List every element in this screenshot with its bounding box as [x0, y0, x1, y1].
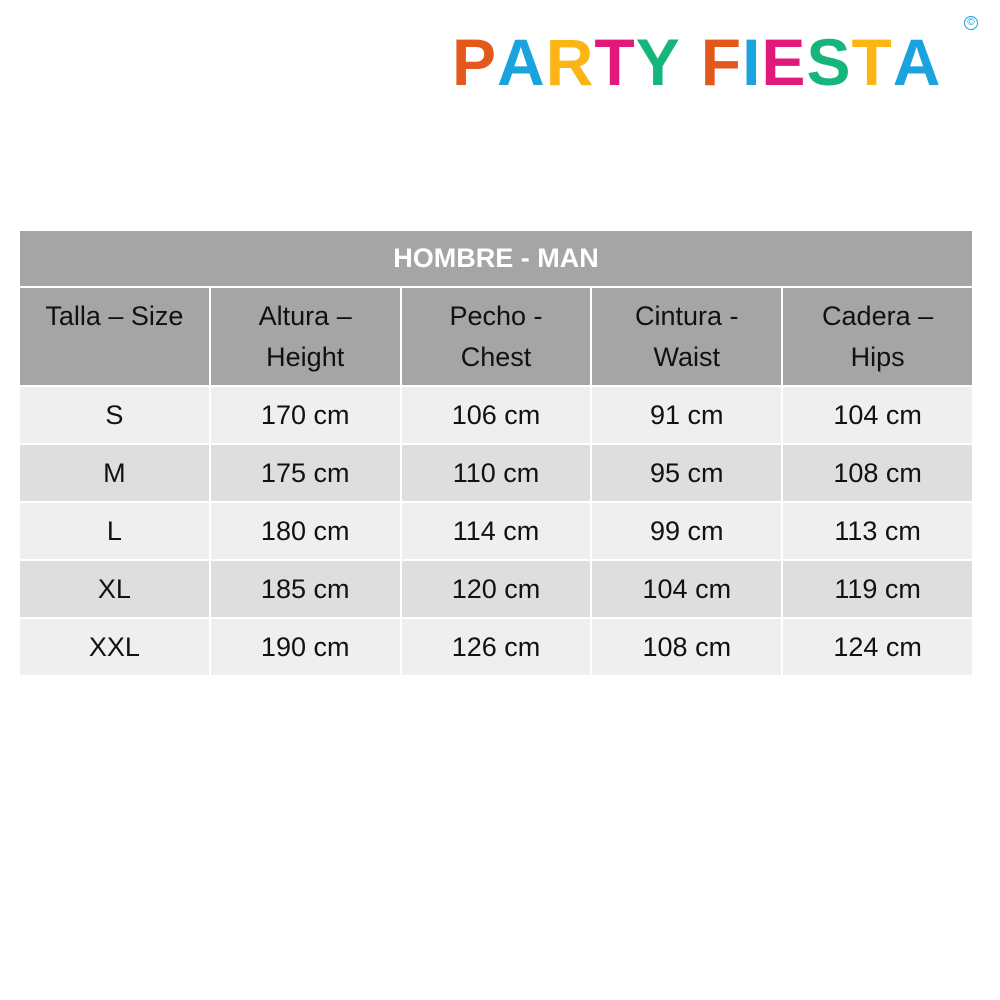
cell-height: 175 cm [210, 445, 400, 501]
logo-letter: P [452, 25, 497, 99]
cell-size: M [20, 445, 209, 501]
header-line: Altura – [258, 301, 352, 331]
cell-waist: 91 cm [592, 387, 782, 443]
logo-letter: T [594, 25, 635, 99]
cell-chest: 114 cm [401, 503, 591, 559]
logo-letter: S [806, 25, 851, 99]
copyright-icon: © [964, 16, 978, 30]
logo-letter: I [742, 25, 761, 99]
cell-height: 180 cm [210, 503, 400, 559]
logo-letter: T [851, 25, 892, 99]
size-chart-table: HOMBRE - MAN Talla – Size Altura – Height… [18, 229, 974, 677]
cell-hips: 104 cm [783, 387, 972, 443]
table-row: S 170 cm 106 cm 91 cm 104 cm [20, 387, 972, 443]
header-line: Waist [653, 342, 721, 372]
header-line: Pecho - [449, 301, 543, 331]
header-row: Talla – Size Altura – Height Pecho - Chest… [20, 288, 972, 385]
cell-waist: 99 cm [592, 503, 782, 559]
header-line: Chest [460, 342, 532, 372]
table-row: XL 185 cm 120 cm 104 cm 119 cm [20, 561, 972, 617]
cell-size: XL [20, 561, 209, 617]
cell-size: L [20, 503, 209, 559]
table-row: XXL 190 cm 126 cm 108 cm 124 cm [20, 619, 972, 675]
header-height: Altura – Height [210, 288, 400, 385]
cell-chest: 120 cm [401, 561, 591, 617]
cell-height: 170 cm [210, 387, 400, 443]
header-line: Cintura - [635, 301, 739, 331]
cell-size: S [20, 387, 209, 443]
header-line: Talla – Size [45, 301, 184, 331]
cell-hips: 124 cm [783, 619, 972, 675]
cell-waist: 95 cm [592, 445, 782, 501]
cell-hips: 113 cm [783, 503, 972, 559]
logo-letter: E [761, 25, 806, 99]
cell-chest: 106 cm [401, 387, 591, 443]
logo-letter: R [545, 25, 594, 99]
table-row: L 180 cm 114 cm 99 cm 113 cm [20, 503, 972, 559]
table-title: HOMBRE - MAN [20, 231, 972, 286]
header-line: Cadera – [822, 301, 934, 331]
cell-height: 190 cm [210, 619, 400, 675]
cell-waist: 104 cm [592, 561, 782, 617]
logo-letter: Y [635, 25, 680, 99]
header-size: Talla – Size [20, 288, 209, 385]
logo-letter: F [700, 25, 742, 99]
cell-waist: 108 cm [592, 619, 782, 675]
table-row: M 175 cm 110 cm 95 cm 108 cm [20, 445, 972, 501]
logo-letter: A [892, 25, 941, 99]
cell-chest: 126 cm [401, 619, 591, 675]
header-waist: Cintura - Waist [592, 288, 782, 385]
header-chest: Pecho - Chest [401, 288, 591, 385]
header-line: Height [266, 342, 345, 372]
header-hips: Cadera – Hips [783, 288, 972, 385]
logo-letter: A [497, 25, 545, 99]
cell-chest: 110 cm [401, 445, 591, 501]
header-line: Hips [850, 342, 905, 372]
cell-size: XXL [20, 619, 209, 675]
cell-hips: 108 cm [783, 445, 972, 501]
cell-hips: 119 cm [783, 561, 972, 617]
cell-height: 185 cm [210, 561, 400, 617]
